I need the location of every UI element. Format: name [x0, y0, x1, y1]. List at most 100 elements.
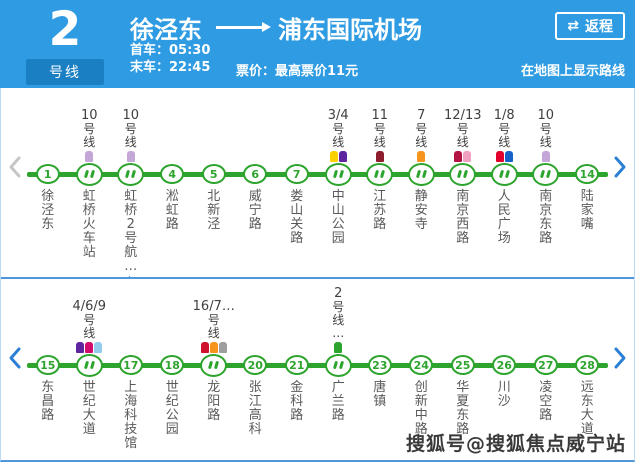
- station-name[interactable]: 静安寺: [414, 189, 428, 232]
- station-column[interactable]: 16/7… 号线 龙阳路: [193, 287, 235, 451]
- station-circle[interactable]: 26: [492, 355, 517, 375]
- station-name[interactable]: 江苏路: [373, 189, 387, 232]
- station-name[interactable]: 远东大道: [580, 380, 594, 437]
- watermark: 搜狐号@搜狐焦点威宁站: [405, 433, 626, 455]
- station-circle[interactable]: [117, 162, 145, 186]
- station-name[interactable]: 虹桥 2 号航…: [124, 189, 138, 274]
- station-name[interactable]: 华夏东路: [456, 380, 470, 437]
- station-circle[interactable]: [407, 162, 435, 186]
- transfer-icon: [374, 169, 386, 179]
- station-name[interactable]: 徐泾东: [41, 189, 55, 232]
- station-name[interactable]: 北新泾: [207, 189, 221, 232]
- station-circle[interactable]: 7: [284, 164, 309, 184]
- station-circle[interactable]: [200, 353, 228, 377]
- station-column[interactable]: 7 号线 静安寺: [401, 96, 443, 290]
- station-circle[interactable]: 23: [367, 355, 392, 375]
- station-column[interactable]: 14 陆家嘴: [567, 96, 609, 290]
- station-name[interactable]: 威宁路: [248, 189, 262, 232]
- station-name[interactable]: 虹桥火车站: [82, 189, 96, 260]
- scroll-right-arrow[interactable]: [610, 345, 630, 371]
- transfer-icon: [208, 360, 220, 370]
- station-circle[interactable]: 20: [243, 355, 268, 375]
- station-circle[interactable]: [490, 162, 518, 186]
- station-column[interactable]: 2 号线… 广兰路: [318, 286, 360, 451]
- scroll-right-arrow[interactable]: [610, 154, 630, 180]
- station-name[interactable]: 人民广场: [497, 189, 511, 246]
- station-circle[interactable]: [449, 162, 477, 186]
- station-circle[interactable]: 4: [160, 164, 185, 184]
- station-column[interactable]: 24 创新中路: [401, 287, 443, 451]
- station-name[interactable]: 南京东路: [539, 189, 553, 246]
- station-name[interactable]: 川沙: [497, 380, 511, 409]
- station-name[interactable]: 陆家嘴: [580, 189, 594, 232]
- station-circle[interactable]: [324, 162, 352, 186]
- station-name[interactable]: 唐镇: [373, 380, 387, 409]
- station-circle[interactable]: 24: [409, 355, 434, 375]
- station-circle[interactable]: 17: [118, 355, 143, 375]
- station-column[interactable]: 28 远东大道: [567, 287, 609, 451]
- station-circle[interactable]: 21: [284, 355, 309, 375]
- station-column[interactable]: 10 号线 南京东路: [525, 96, 567, 290]
- station-circle[interactable]: 1: [35, 164, 60, 184]
- station-name[interactable]: 淞虹路: [165, 189, 179, 232]
- station-name[interactable]: 世纪公园: [165, 380, 179, 437]
- station-circle[interactable]: 27: [533, 355, 558, 375]
- station-circle[interactable]: 25: [450, 355, 475, 375]
- station-circle[interactable]: 6: [243, 164, 268, 184]
- station-circle[interactable]: [75, 353, 103, 377]
- scroll-left-arrow[interactable]: [5, 154, 25, 180]
- station-name[interactable]: 娄山关路: [290, 189, 304, 246]
- station-number: 26: [496, 358, 512, 372]
- station-column[interactable]: 5 北新泾: [193, 96, 235, 290]
- station-column[interactable]: 3/4 号线 中山公园: [318, 96, 360, 290]
- station-column[interactable]: 23 唐镇: [359, 287, 401, 451]
- station-name[interactable]: 世纪大道: [82, 380, 96, 437]
- station-name[interactable]: 创新中路: [414, 380, 428, 437]
- station-name[interactable]: 张江高科: [248, 380, 262, 437]
- station-circle[interactable]: 15: [35, 355, 60, 375]
- station-column[interactable]: 17 上海科技馆: [110, 287, 152, 451]
- scroll-left-arrow[interactable]: [5, 345, 25, 371]
- transfer-line-suffix: 号线: [498, 122, 511, 149]
- station-circle[interactable]: [75, 162, 103, 186]
- station-name[interactable]: 龙阳路: [207, 380, 221, 423]
- station-name[interactable]: 上海科技馆: [124, 380, 138, 451]
- station-column[interactable]: 4 淞虹路: [152, 96, 194, 290]
- station-name[interactable]: 广兰路: [331, 380, 345, 423]
- station-circle[interactable]: [324, 353, 352, 377]
- station-column[interactable]: 1/8 号线 人民广场: [484, 96, 526, 290]
- station-name[interactable]: 南京西路: [456, 189, 470, 246]
- return-trip-button[interactable]: ⇄ 返程: [555, 12, 625, 40]
- station-circle[interactable]: 14: [575, 164, 600, 184]
- station-column[interactable]: 1 徐泾东: [27, 96, 69, 290]
- station-column[interactable]: 21 金科路: [276, 287, 318, 451]
- station-circle[interactable]: 18: [160, 355, 185, 375]
- station-column[interactable]: 15 东昌路: [27, 287, 69, 451]
- show-on-map-link[interactable]: 在地图上显示路线: [520, 64, 625, 79]
- station-column[interactable]: 4/6/9 号线 世纪大道: [69, 287, 111, 451]
- station-name[interactable]: 中山公园: [331, 189, 345, 246]
- station-column[interactable]: 12/13 号线 南京西路: [442, 96, 484, 290]
- station-column[interactable]: 10 号线 虹桥火车站: [69, 96, 111, 290]
- transfer-color-squares: [76, 342, 103, 353]
- station-column[interactable]: 11 号线 江苏路: [359, 96, 401, 290]
- station-name[interactable]: 凌空路: [539, 380, 553, 423]
- station-column[interactable]: 7 娄山关路: [276, 96, 318, 290]
- station-circle[interactable]: [532, 162, 560, 186]
- station-name[interactable]: 东昌路: [41, 380, 55, 423]
- station-column[interactable]: 26 川沙: [484, 287, 526, 451]
- station-name[interactable]: 金科路: [290, 380, 304, 423]
- station-column[interactable]: 6 威宁路: [235, 96, 277, 290]
- transfer-color-squares: [200, 342, 227, 353]
- station-column[interactable]: 27 凌空路: [525, 287, 567, 451]
- station-circle[interactable]: 28: [575, 355, 600, 375]
- transfer-icon: [540, 169, 552, 179]
- station-column[interactable]: 18 世纪公园: [152, 287, 194, 451]
- transfer-line-suffix: 号线: [373, 122, 386, 149]
- station-circle[interactable]: [366, 162, 394, 186]
- station-circle[interactable]: 5: [201, 164, 226, 184]
- transfer-icon: [332, 169, 344, 179]
- station-column[interactable]: 25 华夏东路: [442, 287, 484, 451]
- station-column[interactable]: 20 张江高科: [235, 287, 277, 451]
